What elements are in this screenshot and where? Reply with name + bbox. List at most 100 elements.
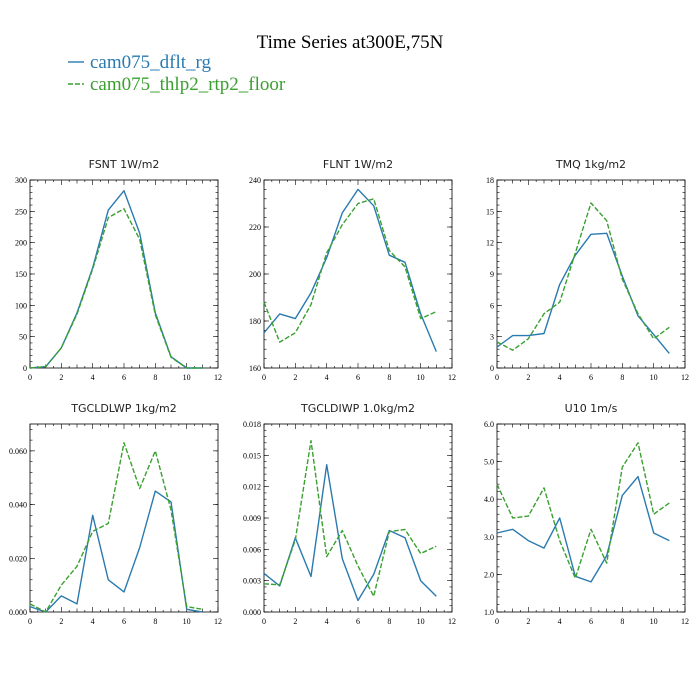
x-tick-label: 0	[28, 617, 32, 626]
y-tick-label: 0.060	[9, 447, 27, 456]
x-tick-label: 12	[214, 373, 222, 382]
legend-label-dflt: cam075_dflt_rg	[90, 52, 212, 73]
x-tick-label: 2	[526, 617, 530, 626]
x-tick-label: 12	[448, 373, 456, 382]
y-tick-label: 1.0	[484, 608, 494, 617]
panel-4: TGCLDIWP 1.0kg/m2 0 2 4 6 8 10 12 0.000 0.003 0.00…	[243, 402, 456, 626]
figure-title: Time Series at300E,75N	[257, 32, 444, 53]
y-tick-label: 100	[15, 301, 27, 310]
y-tick-label: 50	[19, 333, 27, 342]
x-tick-label: 12	[681, 617, 689, 626]
y-tick-label: 300	[15, 176, 27, 185]
panel-2: TMQ 1kg/m2 0 2 4 6 8 10 12 0 3 6 9 12 15 18	[486, 158, 689, 382]
panel-title: FSNT 1W/m2	[89, 158, 160, 171]
x-tick-label: 6	[589, 373, 593, 382]
x-tick-label: 8	[387, 373, 391, 382]
y-tick-label: 6.0	[484, 420, 494, 429]
y-tick-label: 0	[490, 364, 494, 373]
x-tick-label: 6	[356, 373, 360, 382]
x-tick-label: 4	[325, 617, 329, 626]
y-tick-label: 4.0	[484, 495, 494, 504]
x-tick-label: 0	[262, 373, 266, 382]
series-line-floor	[496, 202, 670, 351]
y-tick-label: 2.0	[484, 570, 494, 579]
y-tick-label: 240	[249, 176, 261, 185]
y-tick-label: 200	[249, 270, 261, 279]
x-tick-label: 4	[91, 373, 95, 382]
y-tick-label: 5.0	[484, 458, 494, 467]
plot-frame	[496, 179, 686, 369]
panel-3: TGCLDLWP 1kg/m2 0 2 4 6 8 10 12 0.000 0.020 0.040 0…	[9, 402, 222, 626]
y-tick-label: 0.006	[243, 545, 261, 554]
y-tick-label: 0.018	[243, 420, 261, 429]
panel-title: TGCLDIWP 1.0kg/m2	[300, 402, 415, 415]
y-tick-label: 0.015	[243, 451, 261, 460]
x-tick-label: 0	[495, 617, 499, 626]
x-tick-label: 6	[589, 617, 593, 626]
x-tick-label: 0	[495, 373, 499, 382]
y-tick-label: 160	[249, 364, 261, 373]
x-tick-label: 4	[558, 373, 562, 382]
x-tick-label: 8	[153, 373, 157, 382]
x-tick-label: 12	[448, 617, 456, 626]
x-tick-label: 6	[356, 617, 360, 626]
series-line-floor	[29, 208, 203, 369]
y-tick-label: 0	[23, 364, 27, 373]
y-tick-label: 250	[15, 207, 27, 216]
x-tick-label: 10	[183, 373, 191, 382]
y-tick-label: 0.020	[9, 554, 27, 563]
x-tick-label: 4	[325, 373, 329, 382]
x-tick-label: 0	[28, 373, 32, 382]
series-line-floor	[263, 198, 437, 343]
y-tick-label: 0.000	[9, 608, 27, 617]
x-tick-label: 8	[153, 617, 157, 626]
y-tick-label: 0.000	[243, 608, 261, 617]
x-tick-label: 4	[558, 617, 562, 626]
x-tick-label: 10	[183, 617, 191, 626]
series-line-floor	[263, 440, 437, 597]
plot-frame	[496, 423, 686, 613]
panel-0: FSNT 1W/m2 0 2 4 6 8 10 12 0 50 100 150 200 250 300	[15, 158, 222, 382]
x-tick-label: 12	[681, 373, 689, 382]
y-tick-label: 15	[486, 207, 494, 216]
plot-frame	[263, 179, 453, 369]
x-tick-label: 10	[417, 617, 425, 626]
y-tick-label: 18	[486, 176, 494, 185]
series-line-dflt	[263, 188, 437, 352]
x-tick-label: 2	[293, 373, 297, 382]
panel-title: FLNT 1W/m2	[323, 158, 393, 171]
y-tick-label: 0.003	[243, 577, 261, 586]
panel-5: U10 1m/s 0 2 4 6 8 10 12 1.0 2.0 3.0 4.0 5.0 6.0	[484, 402, 689, 626]
x-tick-label: 2	[59, 373, 63, 382]
y-tick-label: 200	[15, 239, 27, 248]
x-tick-label: 8	[620, 617, 624, 626]
y-tick-label: 0.009	[243, 514, 261, 523]
x-tick-label: 2	[59, 617, 63, 626]
series-line-dflt	[496, 232, 670, 354]
panels: FSNT 1W/m20 2 4 6 8 10 12050100150200250300FLN…	[9, 158, 689, 626]
x-tick-label: 2	[526, 373, 530, 382]
x-tick-label: 4	[91, 617, 95, 626]
panel-1: FLNT 1W/m2 0 2 4 6 8 10 12 160 180 200 220 240	[249, 158, 456, 382]
x-tick-label: 8	[387, 617, 391, 626]
y-tick-label: 0.012	[243, 483, 261, 492]
series-line-dflt	[263, 464, 437, 602]
panel-title: TGCLDLWP 1kg/m2	[70, 402, 176, 415]
x-tick-label: 6	[122, 617, 126, 626]
y-tick-label: 150	[15, 270, 27, 279]
x-tick-label: 0	[262, 617, 266, 626]
panel-title: TMQ 1kg/m2	[555, 158, 626, 171]
y-tick-label: 180	[249, 317, 261, 326]
x-tick-label: 10	[650, 617, 658, 626]
x-tick-label: 10	[417, 373, 425, 382]
y-tick-label: 12	[486, 239, 494, 248]
x-tick-label: 8	[620, 373, 624, 382]
y-tick-label: 6	[490, 301, 494, 310]
y-tick-label: 0.040	[9, 501, 27, 510]
x-tick-label: 6	[122, 373, 126, 382]
series-line-dflt	[496, 475, 670, 583]
y-tick-label: 3	[490, 333, 494, 342]
series-line-dflt	[29, 490, 203, 613]
y-tick-label: 220	[249, 223, 261, 232]
